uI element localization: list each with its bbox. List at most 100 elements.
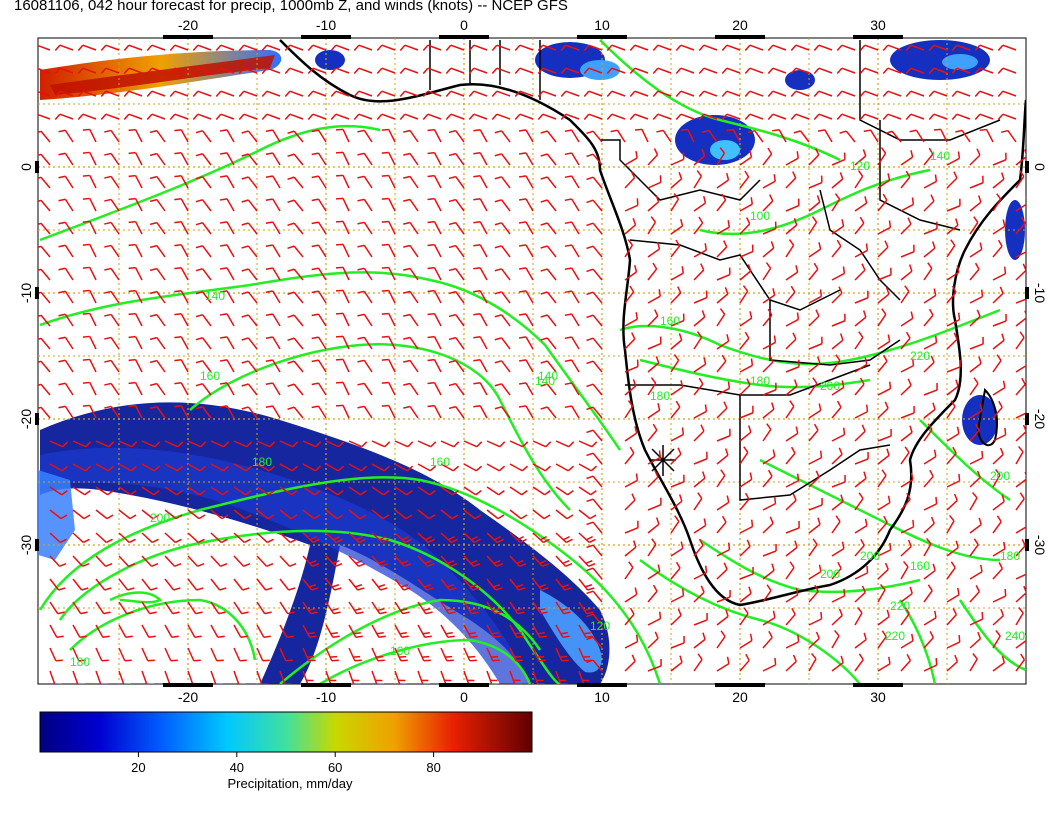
wind-barb	[739, 492, 750, 511]
wind-barb	[302, 601, 318, 615]
wind-barb	[82, 404, 97, 419]
wind-barb	[187, 647, 201, 662]
wind-barb	[785, 473, 800, 488]
wind-barb	[58, 382, 74, 396]
wind-barb	[241, 268, 258, 281]
wind-barb	[427, 312, 442, 327]
wind-barb	[215, 67, 235, 75]
wind-barb	[693, 377, 704, 396]
wind-barb	[72, 440, 92, 448]
wind-barb	[427, 266, 442, 281]
wind-barb	[215, 44, 235, 52]
wind-barb	[831, 354, 841, 373]
wind-barb	[693, 518, 707, 534]
wind-barb	[348, 532, 366, 544]
wind-barb	[992, 152, 1007, 166]
wind-barb	[831, 239, 842, 258]
wind-barb	[877, 381, 892, 396]
wind-barb	[555, 486, 574, 496]
wind-barb	[854, 331, 864, 350]
wind-barb	[104, 359, 120, 373]
wind-barb	[256, 670, 269, 684]
wind-barb	[38, 113, 51, 120]
wind-barb	[992, 608, 1005, 626]
wind-barb	[82, 381, 97, 396]
wind-barb	[836, 44, 856, 52]
wind-barb	[104, 405, 120, 419]
wind-barb	[210, 509, 229, 520]
axis-tick-bar	[35, 161, 39, 173]
wind-barb	[578, 463, 598, 472]
wind-barb	[785, 607, 796, 626]
wind-barb	[357, 267, 373, 281]
wind-barb	[220, 382, 235, 396]
wind-barb	[564, 267, 580, 281]
wind-barb	[118, 670, 131, 684]
wind-barb	[427, 381, 442, 396]
wind-barb	[473, 244, 488, 258]
wind-barb	[265, 313, 281, 327]
wind-barb	[38, 245, 51, 258]
wind-barb	[195, 383, 212, 396]
wind-barb	[836, 67, 856, 75]
wind-barb	[762, 563, 775, 580]
wind-barb	[670, 561, 681, 580]
wind-barb	[586, 291, 603, 304]
country-border	[769, 300, 901, 366]
wind-barb	[540, 268, 557, 281]
wind-barb	[992, 239, 1003, 258]
wind-barb	[716, 308, 726, 327]
wind-barb	[330, 44, 350, 52]
wind-barb	[265, 221, 281, 235]
wind-barb	[670, 400, 681, 419]
wind-barb	[38, 291, 51, 304]
wind-barb	[195, 153, 212, 166]
wind-barb	[624, 379, 637, 396]
wind-barb	[854, 565, 869, 580]
wind-barb	[335, 289, 350, 304]
wind-barb	[440, 486, 459, 496]
wind-barb	[762, 630, 773, 649]
wind-barb	[164, 463, 184, 472]
wind-barb	[164, 509, 183, 520]
wind-barb	[279, 578, 296, 591]
wind-barb	[624, 198, 639, 212]
wind-barb	[279, 624, 294, 638]
wind-barb	[448, 244, 465, 258]
wind-barb	[149, 405, 166, 419]
wind-barb	[969, 289, 984, 304]
wind-barb	[555, 670, 568, 684]
wind-barb	[698, 90, 718, 98]
wind-barb	[946, 379, 959, 396]
wind-barb	[473, 175, 488, 189]
wind-barb	[969, 631, 982, 649]
wind-barb	[693, 263, 705, 281]
wind-barb	[670, 239, 681, 258]
wind-barb	[256, 555, 274, 567]
wind-barb	[518, 313, 534, 327]
wind-barb	[808, 309, 820, 327]
wind-barb	[586, 406, 603, 419]
colorbar-ticks: 20 40 60 80	[131, 752, 441, 775]
wind-barb	[670, 655, 683, 672]
wind-barb	[555, 532, 573, 544]
wind-barb	[670, 152, 685, 166]
wind-barb	[335, 151, 350, 166]
wind-barb	[302, 578, 319, 591]
wind-barb	[739, 264, 752, 281]
precip-itcz-jet-core	[50, 55, 275, 95]
wind-barb	[394, 578, 411, 591]
wind-barb	[744, 67, 764, 75]
wind-barb	[463, 647, 477, 662]
wind-barb	[923, 147, 934, 166]
wind-barb	[537, 113, 557, 121]
wind-barb	[174, 335, 189, 350]
wind-barb	[992, 333, 1005, 350]
wind-barb	[256, 624, 271, 638]
wind-barb	[946, 285, 957, 304]
wind-barb	[494, 314, 511, 327]
wind-barb	[670, 380, 684, 396]
wind-barb	[877, 515, 888, 534]
wind-barb	[335, 381, 350, 396]
